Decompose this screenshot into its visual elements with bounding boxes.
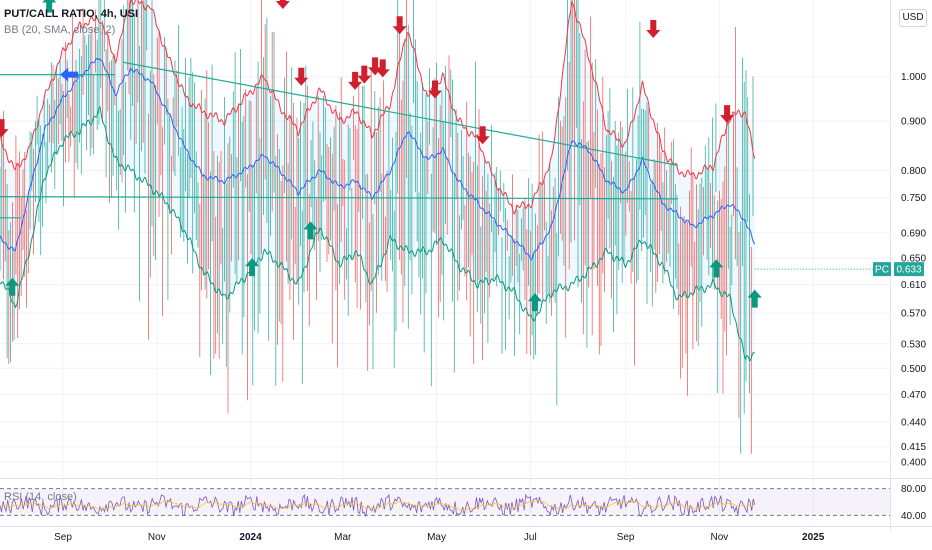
sell-arrow-icon [392,16,407,35]
y-tick-label: 0.570 [901,309,926,320]
last-price-tag[interactable] [894,262,924,277]
trendlines[interactable] [0,61,678,219]
x-tick-label: Mar [334,532,352,543]
y-tick-label: 0.530 [901,339,926,350]
y-tick-label: 0.500 [901,364,926,375]
bb-upper-line [0,0,756,215]
x-tick-label: May [427,532,446,543]
trendline[interactable] [0,196,678,200]
chart-title[interactable]: PUT/CALL RATIO, 4h, USI [4,8,139,20]
y-tick-label: 0.690 [901,228,926,239]
bb-lines [0,0,756,362]
x-tick-label: Jul [524,532,537,543]
buy-arrow-icon [303,221,318,240]
y-tick-label: 0.650 [901,253,926,264]
buy-arrow-icon [245,258,260,277]
sell-arrow-icon [348,71,363,90]
sell-arrow-icon [646,20,661,39]
currency-button[interactable]: USD [899,9,927,27]
buy-arrow-icon [747,289,762,308]
trendline[interactable] [122,61,678,166]
symbol-tag-label: PC [875,265,889,276]
bb-lower-line [0,105,756,362]
y-tick-label: 0.800 [901,166,926,177]
rsi-line [0,493,756,518]
y-tick-label: 0.900 [901,117,926,128]
rsi-panel[interactable] [0,488,890,518]
bb-indicator-label[interactable]: BB (20, SMA, close, 2) [4,24,116,36]
symbol-tag [873,262,891,277]
sell-arrow-icon [0,119,9,138]
ratio-bars [0,0,754,454]
rsi-tick-label: 40.00 [901,511,926,522]
sell-arrow-icon [357,65,372,84]
x-tick-label: Sep [617,532,635,543]
sell-arrow-icon [428,80,443,99]
sell-arrow-icon [720,105,735,124]
chart-legend: PUT/CALL RATIO, 4h, USI BB (20, SMA, clo… [4,6,138,38]
signal-markers [0,0,762,312]
buy-arrow-icon [527,293,542,312]
x-tick-label: 2025 [802,532,825,543]
y-tick-label: 1.000 [901,72,926,83]
entry-arrow-icon [60,67,79,82]
x-tick-label: Nov [710,532,728,543]
y-tick-label: 0.440 [901,418,926,429]
x-tick-label: 2024 [239,532,262,543]
sell-arrow-icon [294,67,309,86]
y-tick-label: 0.415 [901,442,926,453]
x-tick-label: Sep [54,532,72,543]
last-price-value: 0.633 [896,265,921,276]
y-tick-label: 0.610 [901,280,926,291]
buy-arrow-icon [709,259,724,278]
x-tick-label: Nov [148,532,166,543]
y-tick-label: 0.470 [901,390,926,401]
buy-arrow-icon [5,277,20,296]
sell-arrow-icon [275,0,290,9]
y-tick-label: 0.400 [901,458,926,469]
buy-arrow-icon [42,0,57,13]
rsi-tick-label: 80.00 [901,484,926,495]
sell-arrow-icon [475,126,490,145]
y-tick-label: 0.750 [901,193,926,204]
bb-basis-line [0,57,756,261]
rsi-signal-line [0,500,755,511]
rsi-indicator-label[interactable]: RSI (14, close) [4,491,77,503]
sell-arrow-icon [375,59,390,78]
